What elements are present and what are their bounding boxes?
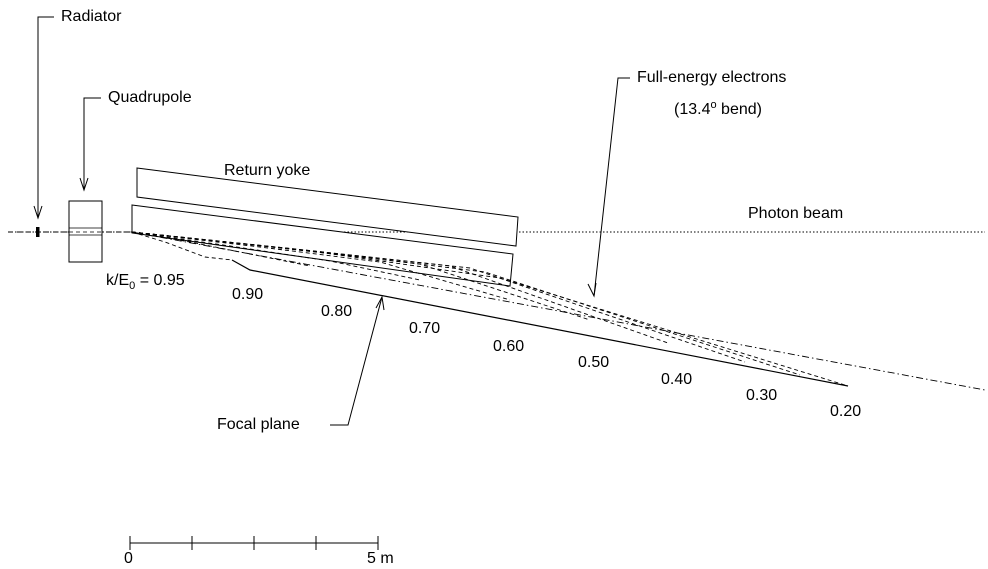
ratio-suffix: = 0.95 — [135, 272, 185, 289]
bend-angle-open: (13.4 — [674, 101, 711, 118]
bend-angle-close: bend) — [716, 101, 762, 118]
full-energy-electron-path — [131, 231, 986, 391]
energy-ratio-020: 0.20 — [830, 403, 862, 420]
trajectory-095 — [131, 231, 233, 261]
ratio-prefix: k/E — [106, 272, 130, 289]
scale-end-label: 5 m — [367, 550, 394, 567]
energy-ratio-060: 0.60 — [493, 338, 525, 355]
quadrupole-label: Quadrupole — [108, 89, 192, 106]
return-yoke-label: Return yoke — [224, 162, 311, 179]
bend-angle-label: (13.4o bend) — [674, 99, 762, 119]
energy-ratio-050: 0.50 — [578, 354, 610, 371]
focal-plane-line — [231, 259, 849, 387]
radiator-leader — [37, 16, 54, 218]
radiator-arrowhead — [33, 205, 43, 220]
radiator-label: Radiator — [61, 8, 122, 25]
full-energy-leader — [593, 77, 630, 297]
energy-ratio-030: 0.30 — [746, 387, 778, 404]
focal-plane-label: Focal plane — [217, 416, 300, 433]
focal-plane-leader — [330, 296, 383, 426]
scale-start-label: 0 — [124, 550, 133, 567]
degree-symbol: o — [710, 99, 717, 111]
focal-plane-arrowhead — [375, 295, 385, 311]
quadrupole-leader — [83, 97, 101, 190]
quadrupole-arrowhead — [79, 177, 89, 192]
ratio-subscript: 0 — [129, 280, 136, 292]
photon-beam-label: Photon beam — [748, 205, 844, 222]
energy-ratio-090: 0.90 — [232, 286, 264, 303]
scale-bar — [129, 536, 379, 550]
return-yoke-shape — [136, 167, 519, 247]
energy-ratio-080: 0.80 — [321, 303, 353, 320]
trajectory-080 — [131, 231, 421, 281]
radiator-marker — [36, 227, 40, 237]
quadrupole-body — [68, 200, 103, 263]
energy-ratio-040: 0.40 — [661, 371, 693, 388]
energy-ratio-095-label: k/E0 = 0.95 — [106, 272, 185, 292]
energy-ratio-070: 0.70 — [409, 320, 441, 337]
trajectory-030 — [131, 231, 801, 376]
full-energy-arrowhead — [587, 282, 597, 298]
magnet-pole-shape — [131, 204, 514, 287]
full-energy-label: Full-energy electrons — [637, 69, 787, 86]
trajectory-070 — [131, 231, 511, 301]
